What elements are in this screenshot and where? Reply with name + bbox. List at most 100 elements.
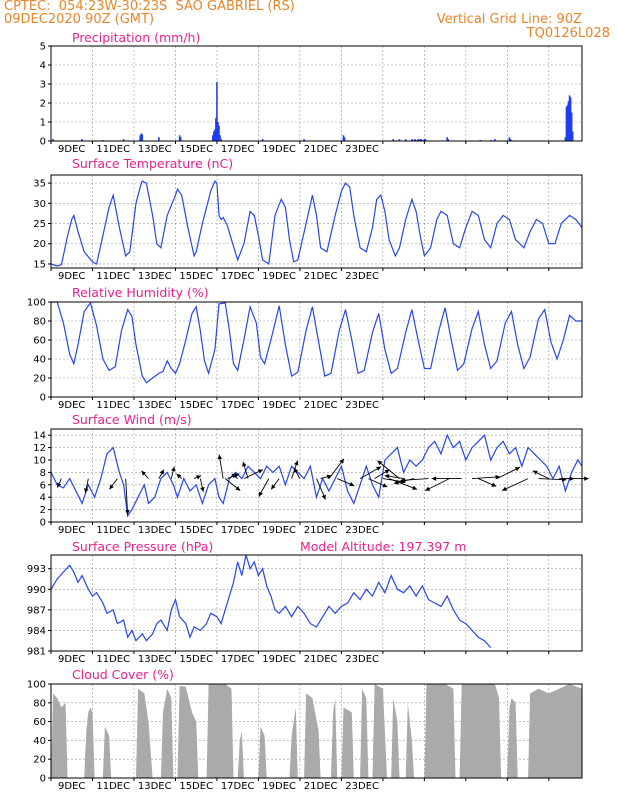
precip-bar [447,139,450,141]
wind-arrow-head [176,473,182,479]
panel-subtitle: Model Altitude: 197.397 m [300,539,466,554]
y-tick-label: 8 [40,468,46,479]
precip-bar [570,112,573,141]
wind-arrow-head [376,466,382,471]
precip-bar [423,139,426,141]
x-tick-label: 23DEC [345,654,379,665]
x-tick-label: 21DEC [304,654,338,665]
y-tick-label: 0 [40,774,46,785]
panel-title: Surface Pressure (hPa) [72,539,213,554]
wind-arrow-head [196,475,202,480]
y-tick-label: 4 [40,493,46,504]
y-tick-label: 40 [33,355,46,366]
y-tick-label: 20 [33,374,46,385]
panel-pressure: 981 984 987 990 993 9DEC 11DEC 13DEC 15DEC 17DEC 1… [27,539,583,665]
x-tick-label: 23DEC [345,781,379,792]
wind-arrow-head [349,481,355,487]
wind-arrow-head [495,474,501,480]
x-tick-label: 9DEC [58,144,85,155]
x-tick-label: 23DEC [345,525,379,536]
y-tick-label: 15 [33,259,46,270]
y-tick-label: 0 [40,393,46,404]
wind-arrow [388,478,418,490]
wind-arrow-head [234,473,240,478]
y-tick-label: 3 [40,80,46,91]
precip-bar [565,106,568,141]
x-tick-label: 17DEC [221,271,255,282]
precip-bar [214,129,216,141]
wind-arrow-head [271,484,276,490]
wind-arrow-head [384,474,390,479]
x-tick-label: 17DEC [221,525,255,536]
y-tick-label: 80 [33,317,46,328]
precip-bar [424,139,427,141]
wind-arrow-head [258,491,263,497]
x-tick-label: 19DEC [262,400,296,411]
wind-arrow-head [141,470,147,476]
wind-arrow [501,478,529,492]
x-tick-label: 23DEC [345,144,379,155]
y-tick-label: 12 [33,443,46,454]
precip-bar [213,131,215,141]
x-tick-label: 9DEC [58,525,85,536]
x-tick-label: 19DEC [262,781,296,792]
precip-bar [342,135,345,141]
wind-arrow-head [57,482,62,488]
y-tick-label: 35 [33,179,46,190]
precip-bar [398,139,401,141]
x-tick-label: 23DEC [345,271,379,282]
x-tick-label: 11DEC [96,400,130,411]
panel-title: Cloud Cover (%) [72,667,174,682]
y-tick-label: 0 [40,518,46,529]
x-tick-label: 15DEC [179,400,213,411]
wind-arrow-head [84,488,89,493]
x-tick-label: 21DEC [304,525,338,536]
wind-arrow-head [242,461,247,467]
wind-arrow-head [491,482,497,487]
y-tick-label: 14 [33,431,46,442]
x-tick-label: 21DEC [304,144,338,155]
wind-arrow-head [217,454,223,460]
precip-bar [509,139,512,141]
panel-title: Precipitation (mm/h) [72,30,200,45]
header-grid-line: Vertical Grid Line: 90Z [436,12,582,27]
x-tick-label: 17DEC [221,654,255,665]
wind-arrow-head [159,469,164,475]
x-tick-label: 9DEC [58,400,85,411]
precip-bar [343,137,346,141]
y-tick-label: 2 [40,99,46,110]
y-tick-label: 2 [40,505,46,516]
precip-bar [216,82,218,141]
header-model: TQ0126L028 [526,26,610,41]
precip-bar [52,139,54,141]
wind-arrow-head [532,470,538,475]
wind-series-line [50,433,583,518]
precip-bar [392,139,395,141]
panel-precip: 0 1 2 3 4 5 9DEC 11DEC 13DEC 15DEC 17DEC 19DEC 21DEC… [40,30,583,155]
y-tick-label: 60 [33,717,46,728]
wind-arrow [538,478,567,481]
x-tick-label: 21DEC [304,271,338,282]
y-tick-label: 4 [40,61,46,72]
x-tick-label: 13DEC [138,271,172,282]
precip-bar [220,139,222,141]
x-tick-label: 15DEC [179,525,213,536]
wind-arrow-head [321,494,326,500]
y-tick-label: 6 [40,480,46,491]
x-tick-label: 23DEC [345,400,379,411]
y-tick-label: 10 [33,456,46,467]
wind-arrow [472,476,501,480]
panel-frame [50,683,583,779]
panel-frame [50,301,583,398]
y-tick-label: 1 [40,118,46,129]
wind-arrow-head [412,485,418,490]
wind-arrow-head [109,484,114,490]
precip-bar [404,139,407,141]
y-tick-label: 25 [33,219,46,230]
rh-series-line [51,301,582,384]
y-tick-label: 100 [27,680,46,691]
precip-bar [420,139,423,141]
panel-frame [50,45,583,142]
y-tick-label: 20 [33,755,46,766]
x-tick-label: 15DEC [179,781,213,792]
